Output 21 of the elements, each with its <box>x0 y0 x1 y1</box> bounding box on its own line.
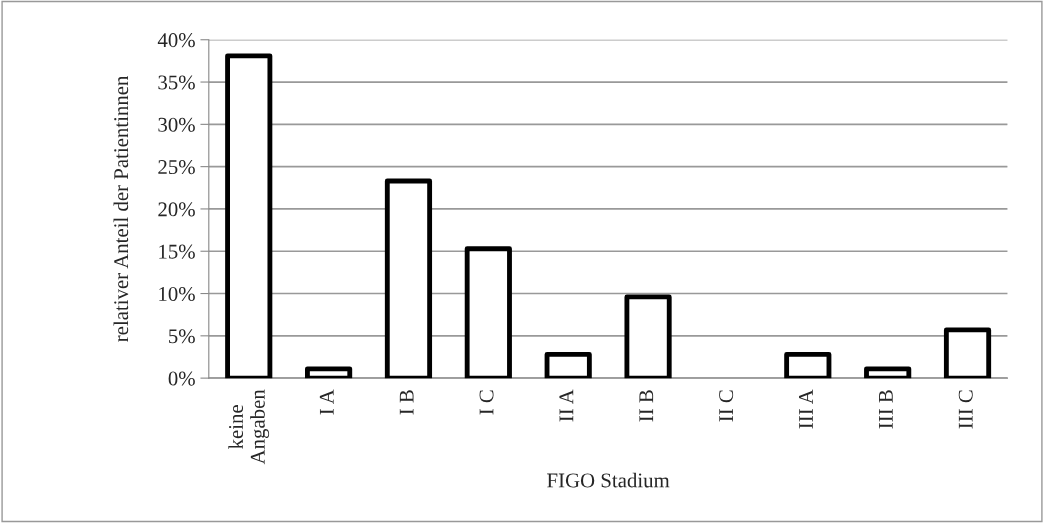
x-tick-label: II A <box>559 389 574 422</box>
y-tick-label: 30% <box>158 117 195 132</box>
x-tick-label: I A <box>319 389 334 415</box>
x-tick-label: I B <box>399 390 414 415</box>
y-tick-label: 35% <box>158 75 195 90</box>
x-axis-title: FIGO Stadium <box>547 472 670 488</box>
x-tick-label: III A <box>799 389 813 429</box>
y-tick-label: 10% <box>159 286 195 302</box>
y-tick-label: 25% <box>158 160 195 175</box>
y-tick-label: 15% <box>159 244 195 259</box>
y-tick-label: 20% <box>158 202 195 217</box>
x-tick-label: III B <box>879 390 893 429</box>
x-tick-label: keine Angaben <box>228 389 270 465</box>
x-tick-label: II C <box>719 390 734 422</box>
y-axis-title: relativer Anteil der Patientinnen <box>113 75 129 342</box>
x-tick-label: II B <box>639 390 654 422</box>
y-tick-label: 0% <box>168 371 195 386</box>
x-tick-label: III C <box>958 390 973 429</box>
y-tick-label: 5% <box>169 329 195 344</box>
y-tick-label: 40% <box>157 33 195 48</box>
x-tick-label: I C <box>479 390 494 415</box>
